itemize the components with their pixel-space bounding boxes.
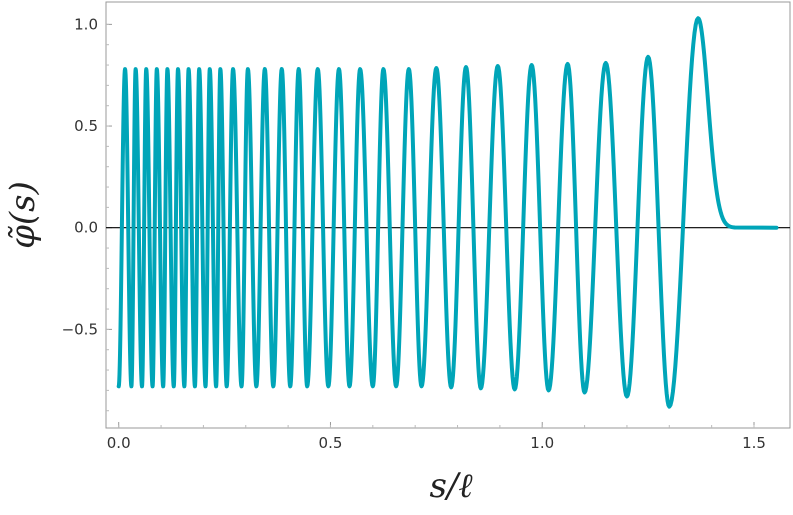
y-axis-title: φ̃(s) [3, 181, 43, 249]
y-tick-label: 0.0 [74, 219, 98, 237]
x-axis-title: s/ℓ [429, 466, 472, 506]
tick-label-layer: 0.0 0.5 1.0 1.5 −0.5 0.0 0.5 1.0 [62, 15, 766, 452]
x-tick-label: 1.0 [530, 434, 554, 452]
x-tick-label: 0.5 [319, 434, 343, 452]
x-tick-label: 0.0 [107, 434, 131, 452]
y-tick-label: 0.5 [74, 117, 98, 135]
y-tick-label: −0.5 [62, 320, 98, 338]
y-tick-label: 1.0 [74, 15, 98, 33]
plot-frame [105, 1, 791, 429]
x-tick-label: 1.5 [742, 434, 766, 452]
series-line [116, 16, 779, 409]
